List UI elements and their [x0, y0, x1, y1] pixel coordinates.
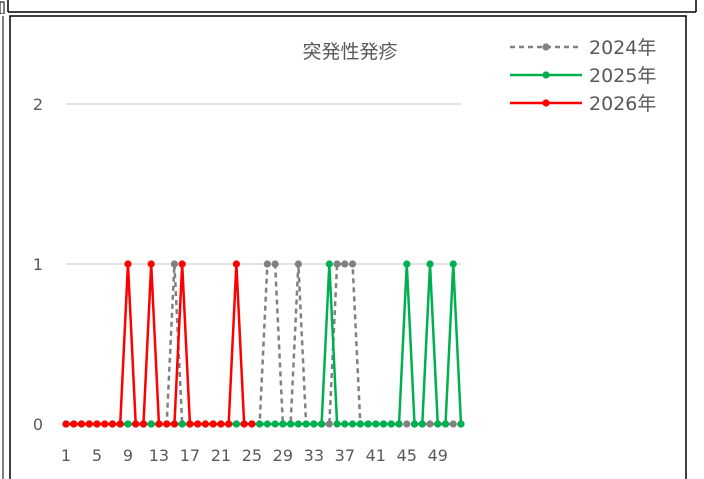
legend: 2024年 2025年 2026年: [510, 37, 656, 115]
legend-marker: [542, 43, 550, 51]
x-tick-label: 49: [428, 446, 448, 465]
data-point: [302, 420, 310, 428]
data-point: [372, 420, 380, 428]
data-point: [395, 420, 403, 428]
data-point: [333, 260, 341, 268]
data-point: [178, 420, 186, 428]
data-point: [263, 420, 271, 428]
data-point: [279, 420, 287, 428]
chart: 突発性発疹 012 1 5 9 13 17 21 25 29 33 37 41 45 49 2024年2…: [2, 15, 687, 479]
data-point: [333, 420, 341, 428]
x-tick-label: 1: [61, 446, 71, 465]
data-point: [325, 260, 333, 268]
data-point: [178, 260, 186, 268]
legend-label: 2024年: [589, 37, 656, 59]
x-tick-label: 21: [211, 446, 231, 465]
data-point: [418, 420, 426, 428]
data-point: [294, 260, 302, 268]
data-point: [70, 420, 78, 428]
data-point: [147, 260, 155, 268]
data-point: [441, 420, 450, 428]
data-point: [449, 260, 457, 268]
data-point: [163, 420, 171, 428]
data-point: [116, 420, 124, 428]
legend-marker: [542, 99, 550, 107]
legend-marker: [542, 71, 550, 79]
series-2: [62, 260, 256, 428]
chart-border: [9, 15, 687, 479]
data-point: [410, 420, 419, 428]
data-point: [348, 420, 357, 428]
data-point: [170, 260, 179, 268]
data-point: [186, 420, 194, 428]
data-point: [93, 420, 101, 428]
x-tick-label: 5: [92, 446, 102, 465]
data-point: [294, 420, 302, 428]
data-point: [194, 420, 202, 428]
data-point: [341, 420, 349, 428]
x-tick-label: 41: [366, 446, 386, 465]
data-point: [364, 420, 372, 428]
data-point: [217, 420, 225, 428]
data-point: [263, 260, 271, 268]
data-point: [387, 420, 395, 428]
y-tick-label: 2: [33, 95, 43, 114]
x-tick-label: 17: [180, 446, 200, 465]
x-axis-ticks: 1 5 9 13 17 21 25 29 33 37 41 45 49: [61, 446, 448, 465]
data-point: [325, 420, 333, 428]
data-point: [426, 260, 434, 268]
data-point: [139, 420, 148, 428]
data-point: [256, 420, 264, 428]
data-point: [248, 420, 256, 428]
data-point: [132, 420, 140, 428]
data-point: [271, 420, 279, 428]
top-frame: [0, 0, 704, 14]
data-point: [434, 420, 442, 428]
series-line-1: [66, 262, 463, 426]
data-point: [341, 260, 349, 268]
data-point: [426, 420, 434, 428]
data-point: [124, 420, 132, 428]
data-point: [108, 420, 117, 428]
data-point: [209, 420, 217, 428]
data-point: [317, 420, 326, 428]
y-tick-label: 1: [33, 255, 43, 274]
data-point: [271, 260, 279, 268]
data-point: [449, 420, 457, 428]
data-point: [356, 420, 364, 428]
data-point: [457, 420, 465, 428]
data-point: [232, 420, 240, 428]
data-point: [379, 420, 388, 428]
data-point: [225, 420, 233, 428]
x-tick-label: 13: [149, 446, 169, 465]
data-point: [403, 260, 411, 268]
data-point: [62, 420, 70, 428]
data-point: [201, 420, 210, 428]
legend-label: 2025年: [589, 65, 656, 87]
data-point: [77, 420, 86, 428]
x-tick-label: 37: [335, 446, 355, 465]
x-tick-label: 29: [273, 446, 293, 465]
data-point: [85, 420, 93, 428]
data-point: [403, 420, 411, 428]
y-axis-ticks: 0 1 2: [33, 95, 43, 434]
x-tick-label: 9: [123, 446, 133, 465]
data-point: [147, 420, 155, 428]
data-point: [101, 420, 109, 428]
data-point: [287, 420, 295, 428]
series-layer: [62, 260, 465, 428]
data-point: [310, 420, 318, 428]
y-tick-label: 0: [33, 415, 43, 434]
chart-title: 突発性発疹: [302, 41, 397, 63]
legend-label: 2026年: [589, 93, 656, 115]
x-tick-label: 33: [304, 446, 324, 465]
x-tick-label: 25: [242, 446, 262, 465]
data-point: [170, 420, 179, 428]
data-point: [232, 260, 240, 268]
x-tick-label: 45: [397, 446, 417, 465]
data-point: [348, 260, 357, 268]
data-point: [124, 260, 132, 268]
data-point: [240, 420, 248, 428]
data-point: [155, 420, 163, 428]
